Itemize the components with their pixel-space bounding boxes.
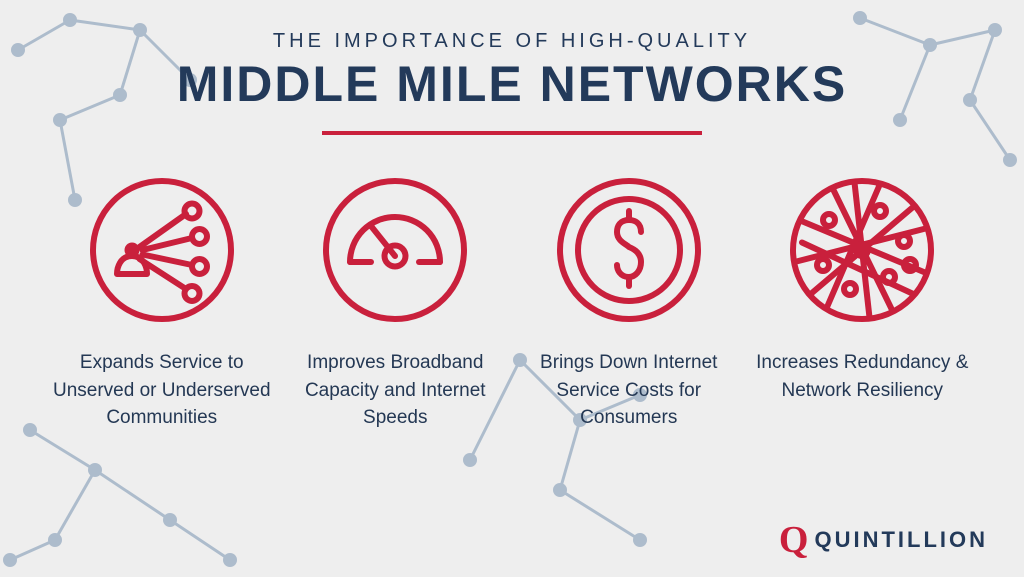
expand-network-icon <box>87 175 237 325</box>
subtitle: THE IMPORTANCE OF HIGH-QUALITY <box>273 30 751 53</box>
title: MIDDLE MILE NETWORKS <box>177 59 848 109</box>
infographic-content: THE IMPORTANCE OF HIGH-QUALITY MIDDLE MI… <box>0 0 1024 577</box>
brand-mark: Q <box>779 521 809 559</box>
benefit-item: Increases Redundancy & Network Resilienc… <box>752 175 972 432</box>
title-underline <box>322 131 702 135</box>
benefit-caption: Expands Service to Unserved or Underserv… <box>52 349 272 432</box>
benefits-row: Expands Service to Unserved or Underserv… <box>0 175 1024 432</box>
dollar-icon <box>554 175 704 325</box>
benefit-caption: Increases Redundancy & Network Resilienc… <box>752 349 972 404</box>
mesh-icon <box>787 175 937 325</box>
benefit-item: Expands Service to Unserved or Underserv… <box>52 175 272 432</box>
benefit-item: Improves Broadband Capacity and Internet… <box>285 175 505 432</box>
benefit-item: Brings Down Internet Service Costs for C… <box>519 175 739 432</box>
speedometer-icon <box>320 175 470 325</box>
brand-name: QUINTILLION <box>814 527 988 553</box>
benefit-caption: Brings Down Internet Service Costs for C… <box>519 349 739 432</box>
benefit-caption: Improves Broadband Capacity and Internet… <box>285 349 505 432</box>
brand-logo: Q QUINTILLION <box>779 521 988 559</box>
